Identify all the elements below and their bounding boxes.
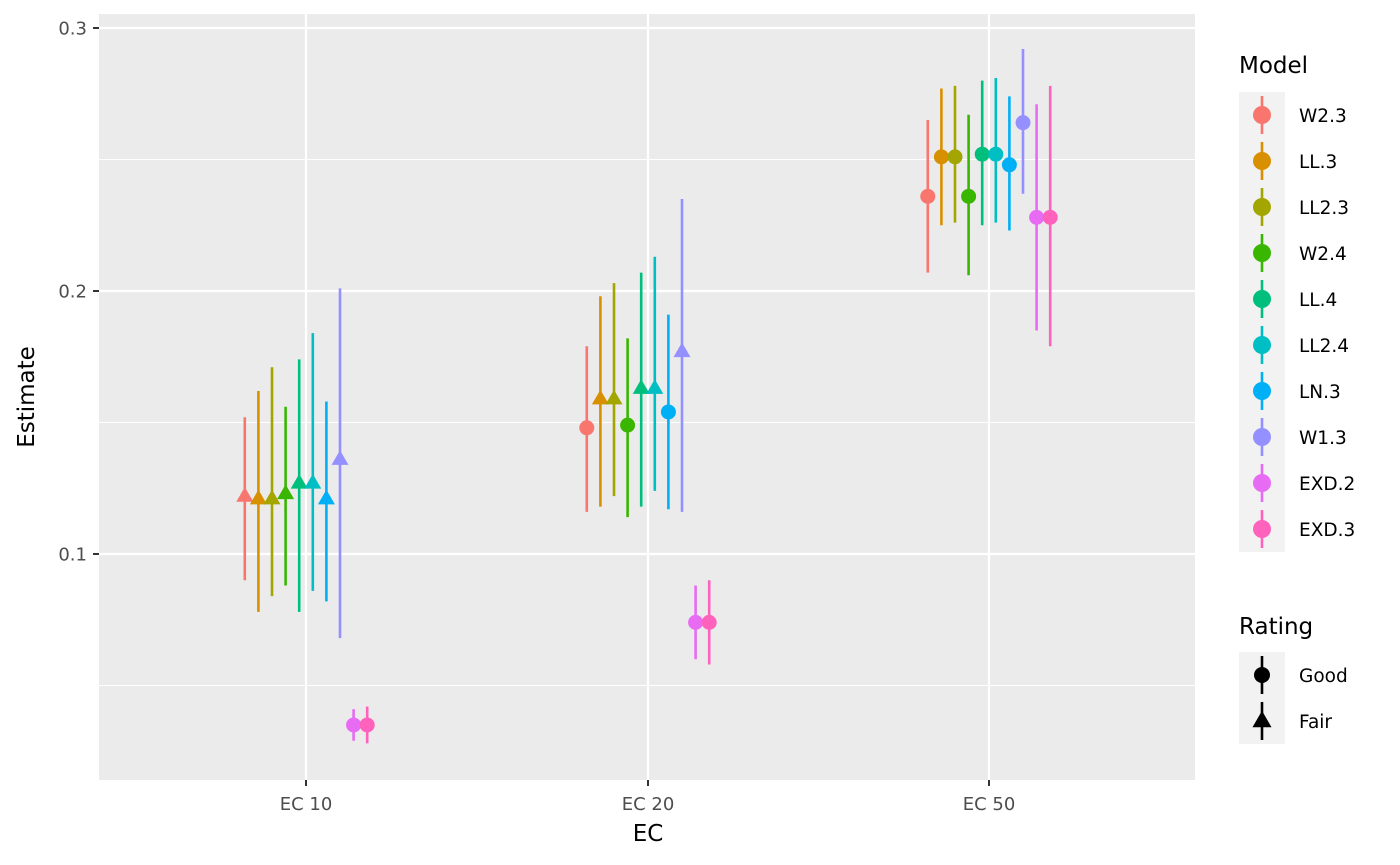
model-legend-item: LL2.4: [1253, 326, 1349, 364]
legend-key-point: [1253, 520, 1271, 538]
model-legend-item: LL2.3: [1253, 188, 1349, 226]
model-legend-item: LN.3: [1253, 372, 1341, 410]
model-legend-item: W2.3: [1253, 96, 1347, 134]
model-legend-label: LL.4: [1299, 290, 1337, 311]
point-fair: [290, 473, 308, 489]
point-good: [933, 149, 949, 165]
legend-key-point: [1253, 428, 1271, 446]
series-w1-3: [331, 49, 1031, 639]
x-tick-label: EC 10: [280, 794, 333, 815]
point-fair: [331, 450, 349, 465]
model-legend-label: EXD.3: [1299, 520, 1355, 541]
series-ll-4: [290, 80, 990, 612]
rating-legend: Rating Good Fair: [1239, 614, 1348, 744]
point-fair: [317, 489, 335, 505]
point-good: [620, 417, 636, 433]
point-good: [1042, 209, 1058, 225]
point-good: [961, 188, 977, 204]
point-good: [1001, 157, 1017, 173]
y-tick-label: 0.2: [58, 282, 87, 303]
point-good: [579, 420, 595, 436]
point-good: [920, 188, 936, 204]
rating-legend-item: Fair: [1252, 702, 1332, 740]
series-exd-3: [359, 85, 1058, 744]
x-axis: EC 10 EC 20 EC 50: [280, 780, 1016, 815]
x-axis-title: EC: [633, 821, 664, 847]
point-fair: [236, 487, 254, 502]
y-tick-label: 0.1: [58, 545, 87, 566]
legend-key-point: [1253, 152, 1271, 170]
point-good: [359, 717, 375, 733]
point-fair: [673, 342, 691, 358]
point-fair: [605, 389, 623, 405]
series-w2-3: [236, 120, 936, 581]
model-legend-item: W1.3: [1253, 418, 1347, 456]
model-legend-title: Model: [1239, 53, 1308, 79]
model-legend: Model W2.3 LL.3 LL2.3 W2.4 LL.4 LL2.4 LN.3 W1.3…: [1239, 53, 1355, 552]
point-good: [1015, 115, 1031, 131]
x-tick-label: EC 50: [963, 794, 1016, 815]
model-legend-label: EXD.2: [1299, 474, 1355, 495]
legend-key-point: [1253, 198, 1271, 216]
model-legend-label: LL.3: [1299, 152, 1337, 173]
point-good: [688, 614, 704, 630]
point-fair: [591, 389, 609, 405]
x-tick-label: EC 20: [622, 794, 675, 815]
point-good: [1029, 209, 1045, 225]
model-legend-item: EXD.3: [1253, 510, 1355, 548]
rating-legend-label: Good: [1299, 666, 1348, 687]
point-good: [660, 404, 676, 420]
model-legend-label: LL2.3: [1299, 198, 1349, 219]
rating-legend-item: Good: [1254, 656, 1348, 694]
model-legend-label: W2.4: [1299, 244, 1347, 265]
point-good: [974, 146, 990, 162]
legend-key-point: [1253, 244, 1271, 262]
model-legend-item: LL.4: [1253, 280, 1337, 318]
point-fair: [277, 484, 295, 500]
legend-key-point: [1253, 336, 1271, 354]
series-ll2-4: [304, 77, 1004, 591]
point-fair: [646, 379, 664, 394]
major-gridlines: [99, 14, 1195, 780]
model-legend-item: EXD.2: [1253, 464, 1355, 502]
data-marks: [236, 49, 1058, 744]
legend-key-point: [1253, 382, 1271, 400]
point-good: [947, 149, 963, 165]
legend-key-point: [1253, 290, 1271, 308]
y-axis: 0.1 0.2 0.3: [58, 19, 99, 566]
point-fair: [249, 489, 267, 505]
series-ln-3: [317, 96, 1017, 602]
model-legend-label: LN.3: [1299, 382, 1341, 403]
legend-key-point: [1253, 106, 1271, 124]
series-w2-4: [277, 114, 977, 586]
model-legend-item: LL.3: [1253, 142, 1337, 180]
series-exd-2: [346, 104, 1045, 741]
point-good: [346, 717, 362, 733]
rating-legend-items: Good Fair: [1252, 656, 1348, 740]
rating-legend-label: Fair: [1299, 712, 1332, 733]
legend-key-triangle: [1252, 710, 1272, 728]
model-legend-item: W2.4: [1253, 234, 1347, 272]
model-legend-label: W1.3: [1299, 428, 1347, 449]
rating-legend-title: Rating: [1239, 614, 1313, 640]
point-good: [701, 614, 717, 630]
legend-key-circle: [1254, 667, 1270, 683]
point-fair: [263, 489, 281, 505]
point-fair: [632, 379, 650, 394]
point-fair: [304, 473, 322, 489]
model-legend-items: W2.3 LL.3 LL2.3 W2.4 LL.4 LL2.4 LN.3 W1.3 EXD.2 E…: [1253, 96, 1355, 548]
point-good: [988, 146, 1004, 162]
model-legend-label: W2.3: [1299, 106, 1347, 127]
model-legend-label: LL2.4: [1299, 336, 1349, 357]
y-axis-title: Estimate: [14, 346, 40, 448]
series-ll-3: [249, 88, 949, 612]
legend-key-point: [1253, 474, 1271, 492]
y-tick-label: 0.3: [58, 19, 87, 40]
series-ll2-3: [263, 85, 963, 597]
